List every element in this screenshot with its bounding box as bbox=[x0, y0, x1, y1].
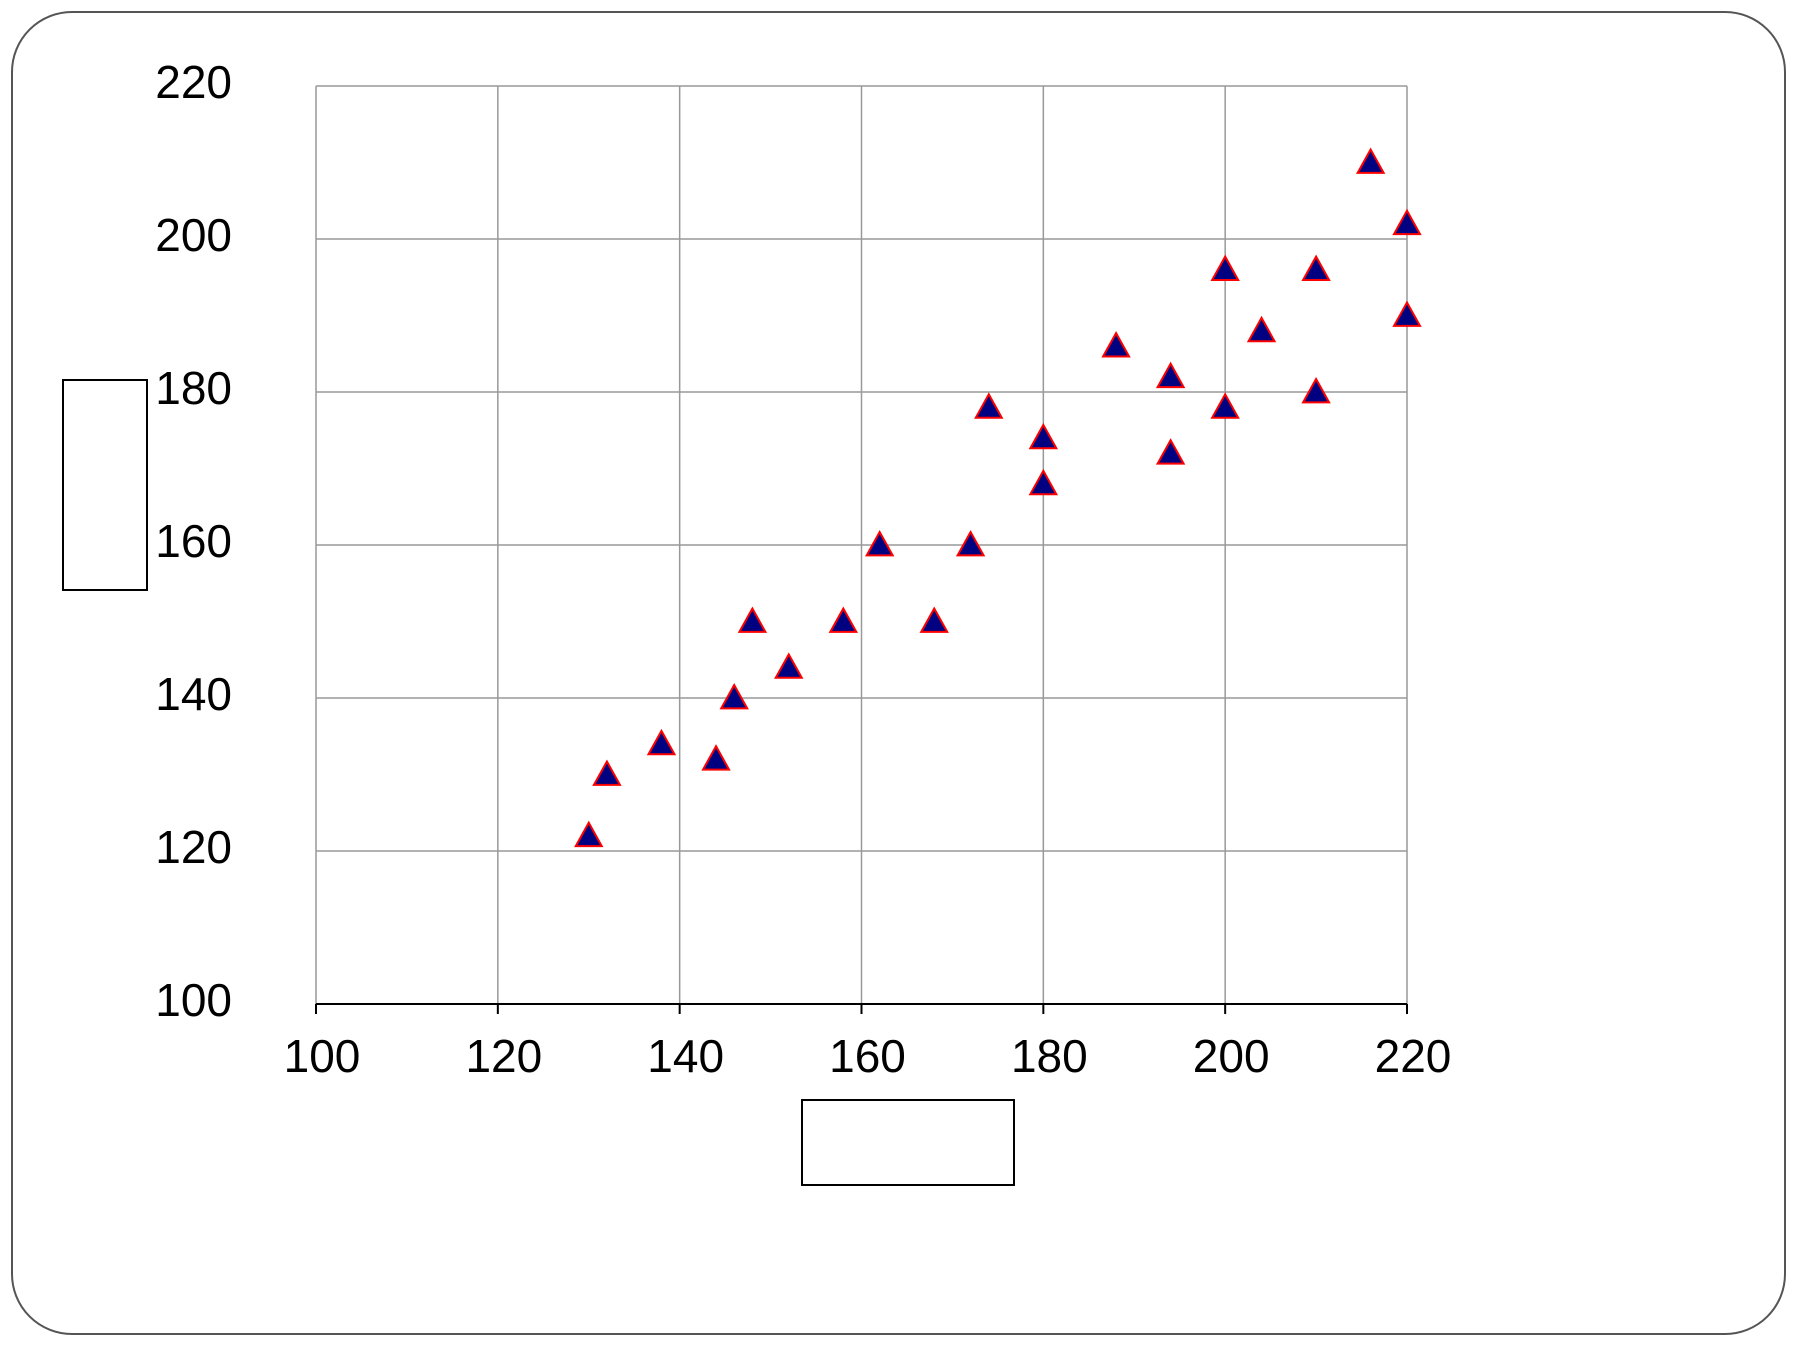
marker bbox=[1155, 438, 1186, 465]
marker bbox=[864, 529, 895, 557]
x-axis-label-box bbox=[801, 1099, 1015, 1186]
marker bbox=[719, 682, 749, 710]
marker bbox=[828, 606, 859, 633]
x-tick-label: 100 bbox=[284, 1030, 361, 1082]
x-tick-label: 140 bbox=[647, 1030, 724, 1082]
y-tick-label: 120 bbox=[155, 821, 232, 873]
y-tick-label: 200 bbox=[155, 209, 232, 261]
marker bbox=[955, 529, 986, 557]
marker bbox=[1355, 147, 1386, 174]
marker bbox=[919, 606, 949, 633]
y-tick-label: 140 bbox=[155, 668, 232, 720]
x-tick-label: 200 bbox=[1193, 1030, 1270, 1082]
y-tick-label: 100 bbox=[155, 974, 232, 1026]
marker bbox=[1246, 315, 1277, 343]
marker bbox=[1028, 422, 1059, 450]
marker bbox=[1210, 392, 1240, 419]
marker bbox=[974, 392, 1004, 419]
marker bbox=[1101, 331, 1131, 358]
y-tick-label: 180 bbox=[155, 362, 232, 414]
x-tick-label: 120 bbox=[465, 1030, 542, 1082]
marker bbox=[1028, 468, 1059, 496]
marker bbox=[1392, 208, 1422, 236]
marker bbox=[592, 759, 622, 786]
y-axis-label-box bbox=[62, 379, 148, 591]
marker bbox=[646, 728, 677, 756]
marker bbox=[1301, 254, 1331, 281]
marker bbox=[737, 606, 768, 633]
marker bbox=[1210, 254, 1240, 281]
marker bbox=[1301, 376, 1331, 404]
marker bbox=[574, 820, 604, 848]
marker bbox=[1155, 361, 1186, 389]
x-tick-label: 220 bbox=[1375, 1030, 1452, 1082]
marker bbox=[1392, 300, 1422, 327]
y-tick-label: 160 bbox=[155, 515, 232, 567]
x-tick-label: 160 bbox=[829, 1030, 906, 1082]
marker bbox=[701, 744, 731, 771]
marker bbox=[774, 652, 804, 679]
y-tick-label: 220 bbox=[155, 56, 232, 108]
frame bbox=[11, 11, 1786, 1335]
x-tick-label: 180 bbox=[1011, 1030, 1088, 1082]
